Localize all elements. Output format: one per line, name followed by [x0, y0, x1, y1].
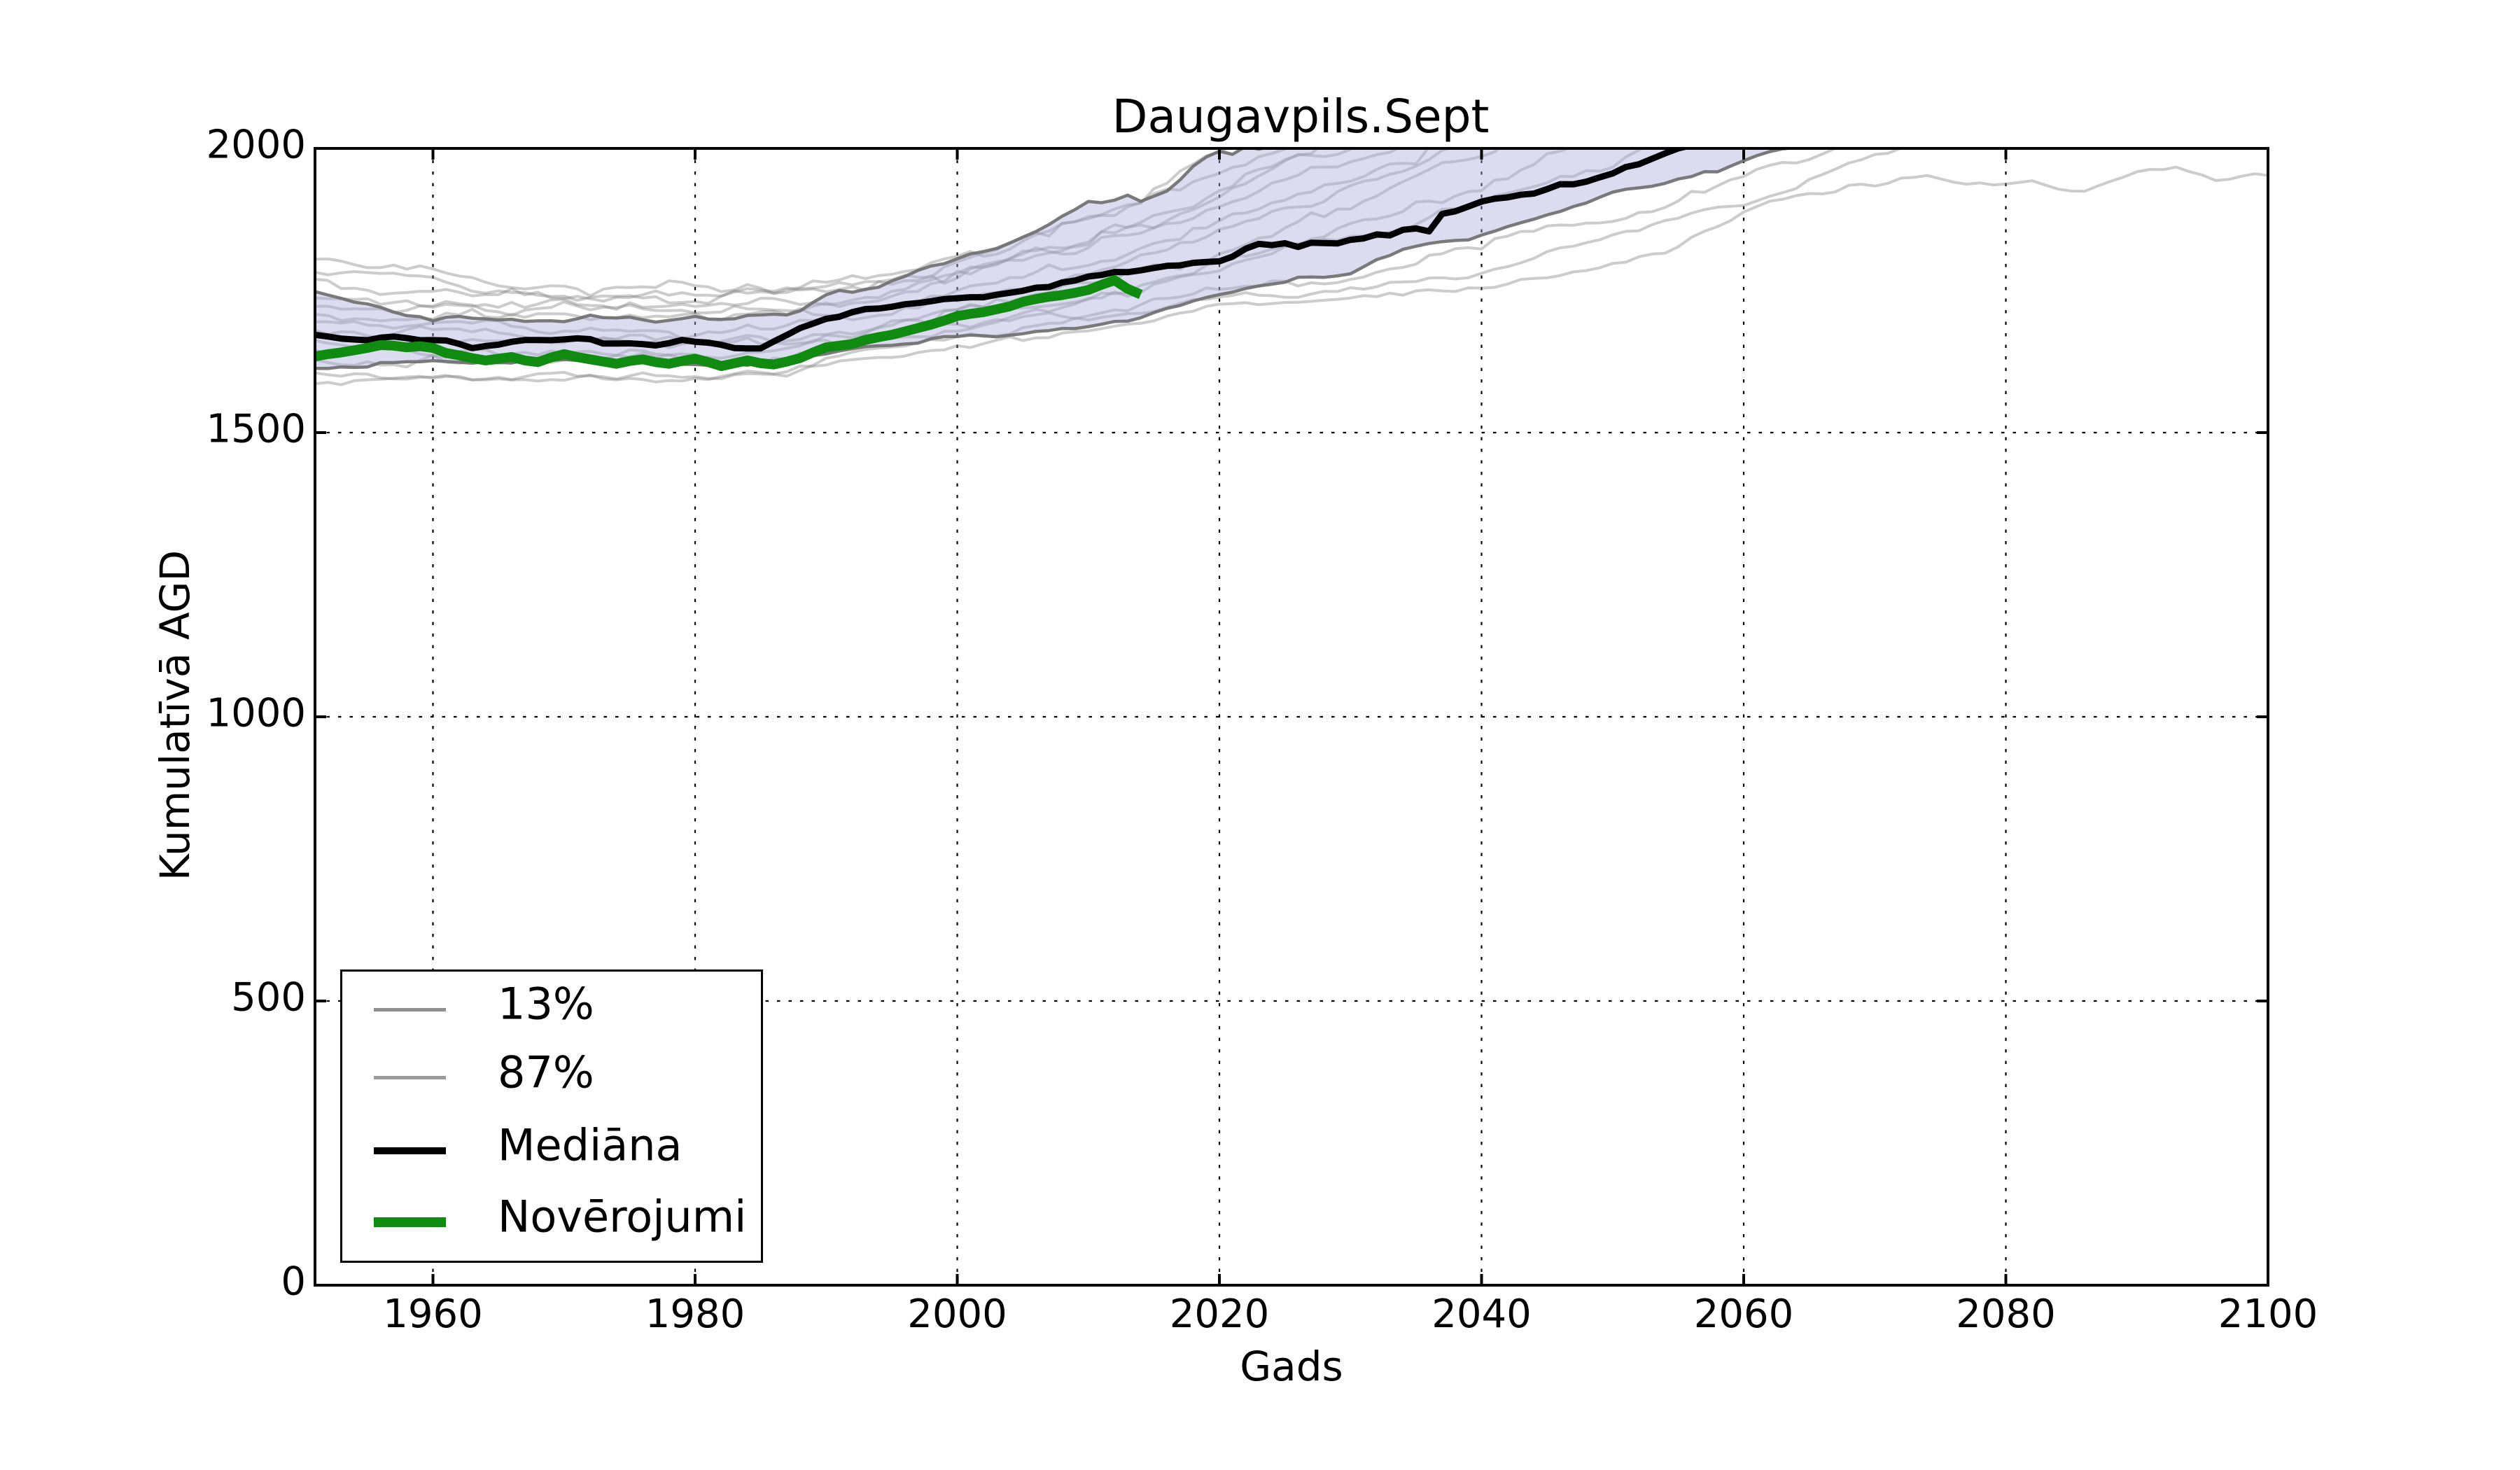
chart-title: Daugavpils.Sept — [1112, 90, 1490, 144]
y-tick-label: 1500 — [206, 406, 306, 452]
y-axis-label: Kumulatīvā AGD — [151, 550, 199, 881]
x-tick-label: 1980 — [645, 1292, 746, 1337]
x-axis-label: Gads — [1240, 1343, 1343, 1390]
legend-label-mediana: Mediāna — [498, 1119, 682, 1171]
x-tick-label: 2040 — [1432, 1292, 1532, 1337]
y-tick-label: 2000 — [206, 122, 306, 168]
legend-line-13pct-icon — [374, 1007, 446, 1011]
median-line — [315, 148, 1693, 352]
legend: 13% 87% Mediāna Novērojumi — [340, 969, 763, 1263]
ensemble-member-line — [315, 148, 1230, 298]
legend-label-noverojumi: Novērojumi — [498, 1191, 747, 1242]
percentile-87-line — [315, 148, 1270, 324]
ensemble-member-line — [315, 148, 1430, 323]
data-layer — [315, 148, 2268, 386]
ensemble-member-line — [315, 148, 1290, 305]
legend-label-13pct: 13% — [498, 978, 594, 1030]
ensemble-member-line — [315, 148, 1357, 311]
y-tick-label: 0 — [281, 1259, 306, 1305]
ensemble-member-line — [315, 165, 2268, 386]
x-tick-label: 2100 — [2218, 1292, 2318, 1337]
ensemble-member-line — [315, 148, 1840, 369]
confidence-band — [315, 148, 1787, 369]
x-tick-label: 2000 — [907, 1292, 1007, 1337]
axis-ticks — [315, 147, 2269, 1287]
y-tick-label: 500 — [231, 974, 306, 1021]
ensemble-member-line — [315, 148, 1401, 317]
legend-line-noverojumi-icon — [374, 1217, 446, 1227]
ensemble-member-line — [315, 148, 1453, 340]
y-tick-label: 1000 — [206, 690, 306, 736]
observations-line — [315, 275, 1143, 371]
ensemble-member-line — [315, 148, 1904, 382]
x-tick-label: 2060 — [1693, 1292, 1794, 1337]
legend-line-mediana-icon — [374, 1147, 446, 1154]
x-tick-label: 1960 — [383, 1292, 483, 1337]
legend-line-87pct-icon — [374, 1076, 446, 1079]
ensemble-member-line — [315, 148, 1320, 303]
x-tick-label: 2020 — [1169, 1292, 1270, 1337]
x-tick-label: 2080 — [1956, 1292, 2056, 1337]
legend-label-87pct: 87% — [498, 1046, 594, 1098]
